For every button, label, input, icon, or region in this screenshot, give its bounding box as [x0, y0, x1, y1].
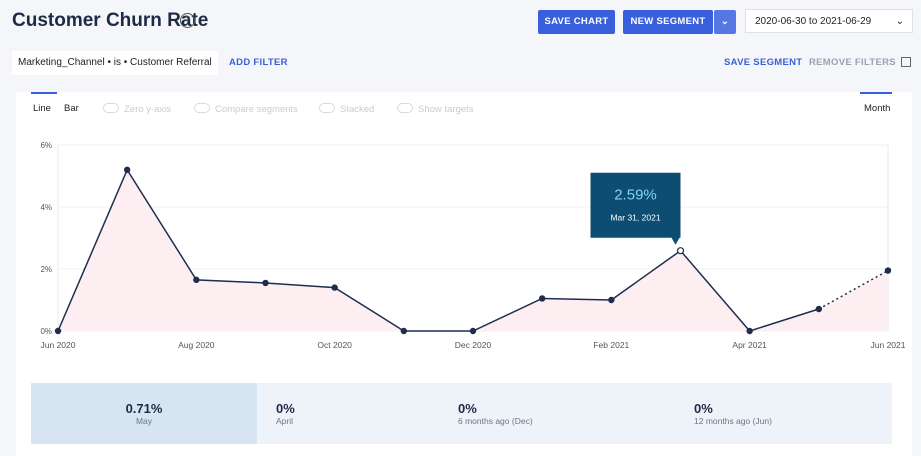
summary-label: 12 months ago (Jun): [694, 416, 772, 426]
summary-item: 0% 12 months ago (Jun): [694, 401, 772, 426]
add-filter[interactable]: ADD FILTER: [229, 57, 288, 68]
y-tick-label: 2%: [40, 265, 52, 274]
date-range[interactable]: 2020-06-30 to 2021-06-29 ⌄: [745, 9, 913, 33]
point: [331, 284, 338, 291]
save-segment[interactable]: SAVE SEGMENT: [724, 57, 803, 68]
remove-filters[interactable]: REMOVE FILTERS: [809, 57, 896, 68]
x-tick-label: Apr 2021: [732, 340, 767, 350]
help-icon[interactable]: ?: [180, 13, 195, 28]
summary-item: 0% April: [276, 401, 295, 426]
summary-value: 0%: [276, 401, 295, 416]
line-tab[interactable]: Line: [33, 103, 51, 114]
y-tick-label: 4%: [40, 203, 52, 212]
x-tick-label: Aug 2020: [178, 340, 215, 350]
tooltip-date: Mar 31, 2021: [610, 213, 660, 223]
summary-label: 6 months ago (Dec): [458, 416, 533, 426]
point: [538, 295, 546, 302]
summary-label: May: [135, 416, 153, 426]
date-range-text: 2020-06-30 to 2021-06-29: [755, 16, 872, 27]
x-tick-label: Feb 2021: [593, 340, 629, 350]
toggle[interactable]: Stacked: [319, 103, 374, 115]
save-chart-button[interactable]: SAVE CHART: [538, 10, 615, 34]
period[interactable]: Month: [864, 103, 891, 114]
x-tick-label: Dec 2020: [455, 340, 492, 350]
period-indicator: [860, 92, 892, 94]
toggle[interactable]: Show targets: [397, 103, 473, 115]
bar-tab[interactable]: Bar: [64, 103, 79, 114]
point: [54, 327, 62, 335]
x-tick-label: Jun 2020: [41, 340, 76, 350]
summary-label: April: [276, 416, 294, 426]
point: [815, 305, 823, 313]
summary-value: 0.71%: [125, 401, 163, 416]
toggle[interactable]: Zero y-axis: [103, 103, 171, 115]
x-tick-label: Jun 2021: [871, 340, 906, 350]
tooltip-box: [590, 172, 681, 245]
point: [469, 327, 477, 335]
summary-selected[interactable]: [31, 383, 257, 444]
page-title: Customer Churn Rate: [12, 10, 209, 31]
summary-item: 0% 6 months ago (Dec): [458, 401, 533, 426]
new-segment-button[interactable]: NEW SEGMENT: [623, 10, 713, 34]
chevron: ⌄: [895, 16, 904, 27]
filter-chip[interactable]: Marketing_Channel • is • Customer Referr…: [12, 51, 218, 75]
tab-indicator: [31, 92, 57, 94]
point: [608, 296, 615, 304]
new-segment-dropdown[interactable]: ⌄: [714, 10, 736, 34]
y-tick-label: 6%: [40, 141, 52, 150]
point: [676, 247, 685, 255]
summary-item: 0.71% May: [31, 401, 257, 426]
point: [746, 327, 753, 335]
x-tick-label: Oct 2020: [317, 340, 352, 350]
point: [262, 279, 269, 287]
point: [400, 327, 408, 335]
line: [57, 168, 820, 332]
line-partial: [818, 269, 889, 310]
point: [884, 267, 892, 274]
tooltip-value: 2.59%: [614, 187, 657, 204]
y-tick-label: 0%: [40, 327, 52, 336]
summary-value: 0%: [694, 401, 713, 416]
point: [123, 166, 131, 173]
summary-value: 0%: [458, 401, 477, 416]
copy-icon[interactable]: [901, 57, 911, 67]
point: [193, 276, 200, 284]
toggle[interactable]: Compare segments: [194, 103, 298, 115]
area: [58, 169, 888, 331]
